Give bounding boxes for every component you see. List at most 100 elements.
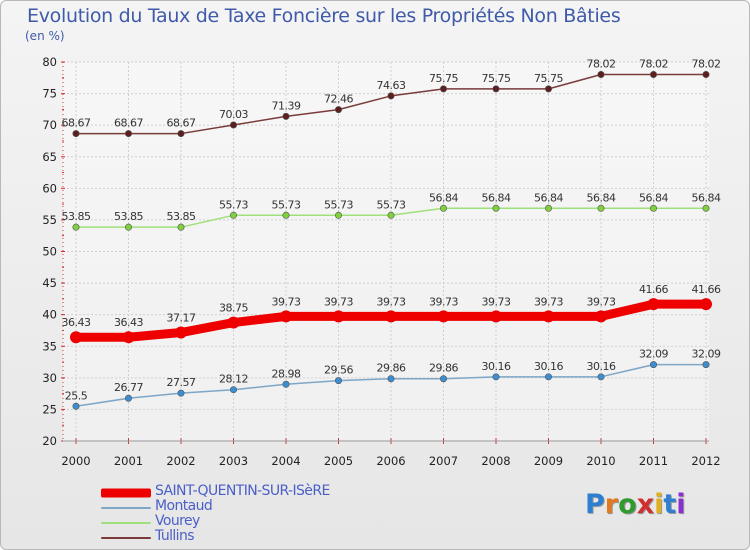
data-label: 78.02 <box>587 58 616 71</box>
data-label: 53.85 <box>114 210 143 223</box>
data-label: 32.09 <box>692 348 721 361</box>
data-point <box>385 310 397 323</box>
data-label: 53.85 <box>167 210 196 223</box>
legend-item-vourey: Vourey <box>101 514 421 530</box>
y-tick-label: 70 <box>42 118 57 132</box>
logo-letter: P <box>585 489 605 520</box>
data-label: 71.39 <box>272 99 301 112</box>
series-vourey <box>72 204 710 231</box>
legend-swatch <box>101 488 151 497</box>
data-point <box>700 298 712 311</box>
legend-swatch <box>101 506 151 509</box>
data-label: 29.56 <box>324 364 353 377</box>
data-point <box>282 380 290 388</box>
legend-swatch <box>101 536 151 539</box>
data-label: 56.84 <box>534 191 563 204</box>
data-label: 75.75 <box>429 72 458 85</box>
data-label: 39.73 <box>272 295 301 308</box>
data-point <box>649 361 657 369</box>
data-point <box>125 394 133 402</box>
data-point <box>230 211 238 219</box>
y-tick-label: 45 <box>42 276 57 290</box>
data-point <box>492 85 500 93</box>
x-tick-label: 2006 <box>376 454 405 468</box>
data-label: 68.67 <box>167 117 196 130</box>
data-point <box>280 310 292 323</box>
logo-letter: r <box>604 489 619 520</box>
data-label: 56.84 <box>429 191 458 204</box>
data-label: 56.84 <box>482 191 511 204</box>
series-tullins <box>72 71 710 138</box>
series-lines <box>70 71 712 410</box>
data-point <box>439 375 447 383</box>
data-label: 56.84 <box>692 191 721 204</box>
data-label: 29.86 <box>429 362 458 375</box>
data-label: 29.86 <box>377 362 406 375</box>
data-point <box>72 223 80 231</box>
data-point <box>72 402 80 410</box>
logo-letter: x <box>636 489 655 520</box>
data-label: 55.73 <box>272 198 301 211</box>
x-tick-label: 2003 <box>219 454 248 468</box>
x-axis-ticks: 2000 2001 2002 2003 2004 2005 2006 2007 2008 2009… <box>61 454 720 468</box>
y-tick-label: 65 <box>42 150 57 164</box>
data-point <box>177 223 185 231</box>
x-tick-label: 2012 <box>691 454 720 468</box>
y-tick-label: 25 <box>42 402 57 416</box>
y-tick-label: 30 <box>42 371 57 385</box>
data-point <box>230 121 238 129</box>
y-tick-label: 80 <box>42 55 57 69</box>
data-point <box>334 377 342 385</box>
x-tick-label: 2004 <box>271 454 300 468</box>
data-point <box>649 204 657 212</box>
data-point <box>595 310 607 323</box>
data-label: 30.16 <box>587 360 616 373</box>
x-tick-label: 2011 <box>639 454 668 468</box>
data-point <box>282 112 290 120</box>
data-point <box>282 211 290 219</box>
data-label: 25.5 <box>65 389 88 402</box>
data-label: 39.73 <box>587 295 616 308</box>
data-point <box>490 310 502 323</box>
data-point <box>175 326 187 339</box>
data-point <box>597 204 605 212</box>
data-point <box>177 130 185 138</box>
x-tick-label: 2009 <box>534 454 563 468</box>
data-label: 55.73 <box>324 198 353 211</box>
logo-letter: t <box>663 489 677 520</box>
data-point <box>387 211 395 219</box>
data-label: 78.02 <box>639 58 668 71</box>
data-point <box>332 310 345 323</box>
data-point <box>230 386 238 394</box>
y-axis-unit: (en %) <box>25 29 65 43</box>
data-label: 74.63 <box>377 79 406 92</box>
data-label: 39.73 <box>482 295 511 308</box>
data-point <box>492 204 500 212</box>
data-point <box>597 373 605 381</box>
data-label: 26.77 <box>114 381 143 394</box>
chart-title: Evolution du Taux de Taxe Foncière sur l… <box>27 5 621 27</box>
x-tick-label: 2007 <box>429 454 458 468</box>
data-label: 32.09 <box>639 348 668 361</box>
data-label: 39.73 <box>534 295 563 308</box>
data-label: 28.98 <box>272 367 301 380</box>
data-label: 36.43 <box>114 316 143 329</box>
legend-label: Montaud <box>155 498 213 514</box>
y-axis-ticks: 20 25 30 35 40 45 50 55 60 65 70 75 80 <box>42 55 57 448</box>
series-montaud <box>72 361 710 410</box>
data-label: 37.17 <box>167 312 196 325</box>
data-label: 75.75 <box>482 72 511 85</box>
data-point <box>544 373 552 381</box>
data-label: 30.16 <box>482 360 511 373</box>
logo-letter: i <box>676 489 686 520</box>
data-point <box>437 310 450 323</box>
data-label: 56.84 <box>639 191 668 204</box>
x-tick-label: 2005 <box>324 454 353 468</box>
logo-letter: o <box>618 489 637 520</box>
data-point <box>125 130 133 138</box>
legend-item-saint-quentin-sur-is-re: SAINT-QUENTIN-SUR-ISèRE <box>101 483 421 500</box>
x-tick-label: 2000 <box>61 454 90 468</box>
data-label: 39.73 <box>324 295 353 308</box>
legend-label: SAINT-QUENTIN-SUR-ISèRE <box>155 483 330 499</box>
